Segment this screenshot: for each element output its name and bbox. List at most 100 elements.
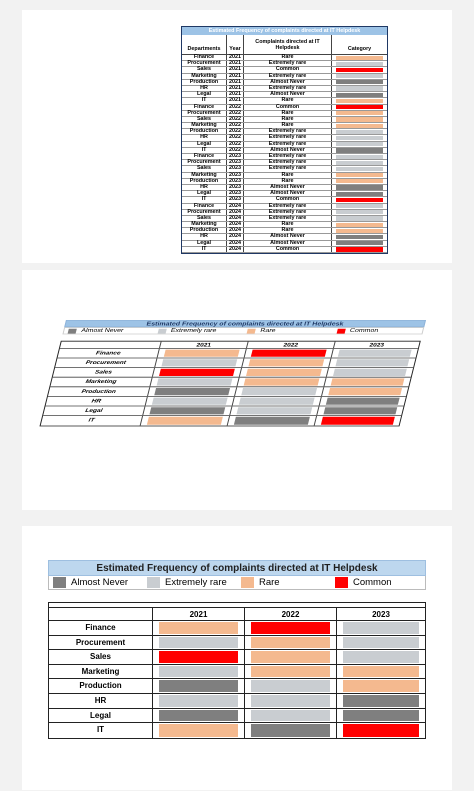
category-swatch (343, 709, 419, 722)
category-swatch (337, 349, 412, 357)
year-cell: 2023 (227, 178, 244, 184)
category-swatch (336, 191, 383, 196)
year-cell: 2024 (227, 209, 244, 215)
legend-label: Common (349, 328, 379, 334)
table-row: Finance 2022 Common (182, 104, 387, 111)
table-row: Finance 2021 Rare (182, 54, 387, 62)
table-row: Finance 2024 Extremely rare (182, 203, 387, 210)
complaint-level-cell: Extremely rare (244, 134, 332, 141)
category-cell (337, 709, 425, 723)
category-cell (332, 247, 387, 252)
long-table: Estimated Frequency of complaints direct… (181, 26, 388, 254)
category-swatch (343, 694, 419, 707)
complaint-level-cell: Extremely rare (244, 85, 332, 92)
dept-cell: Sales (182, 215, 227, 222)
category-cell (239, 368, 330, 377)
header-year: Year (227, 35, 244, 54)
category-swatch (336, 197, 383, 202)
category-swatch (243, 378, 320, 386)
category-swatch (336, 92, 383, 97)
category-cell (332, 80, 387, 85)
legend-swatch (157, 328, 167, 334)
category-cell (237, 377, 327, 387)
dept-cell: Sales (182, 165, 227, 172)
table-row: Legal 2021 Almost Never (182, 91, 387, 99)
category-swatch (149, 407, 226, 415)
complaint-level-cell: Almost Never (244, 91, 332, 98)
header-category: Category (347, 46, 372, 52)
dept-cell: HR (182, 85, 227, 92)
legend-swatch (241, 577, 254, 588)
year-cell: 2024 (227, 240, 244, 246)
legend-label: Extremely rare (170, 328, 218, 334)
category-cell (150, 377, 240, 387)
category-cell (153, 723, 245, 738)
slide-panel-summary-table: Estimated Frequency of complaints direct… (22, 526, 452, 790)
table-row: Marketing 2022 Rare (182, 122, 387, 130)
slide-panel-skewed-table: Estimated Frequency of complaints direct… (22, 270, 452, 510)
category-swatch (159, 680, 238, 692)
complaint-level-cell: Rare (244, 122, 332, 129)
dept-cell: Production (182, 79, 227, 85)
year-header: 2022 (247, 341, 336, 348)
category-cell (153, 708, 245, 723)
year-cell: 2023 (227, 172, 244, 178)
category-cell (337, 665, 425, 679)
complaint-level-cell: Common (244, 196, 332, 203)
dept-label: Production (49, 679, 153, 693)
table-row: IT (40, 416, 401, 426)
table-row: Legal 2022 Extremely rare (182, 141, 387, 148)
category-swatch (159, 694, 238, 707)
category-swatch (336, 241, 383, 246)
legend-item: Rare (243, 328, 334, 334)
dept-cell: IT (182, 147, 227, 153)
dept-label: Marketing (50, 377, 153, 387)
dept-cell: Sales (182, 66, 227, 73)
category-cell (245, 723, 337, 738)
category-swatch (336, 148, 383, 153)
long-table-body: Finance 2021 Rare Procurement 2021 Extremely … (182, 54, 387, 253)
category-cell (153, 664, 245, 679)
complaint-level-cell: Common (244, 104, 332, 110)
category-swatch (323, 407, 398, 415)
table-row: Production (49, 679, 425, 694)
dept-cell: Procurement (182, 110, 227, 116)
year-cell: 2022 (227, 116, 244, 123)
category-cell (332, 55, 387, 60)
summary-title: Estimated Frequency of complaints direct… (48, 560, 426, 576)
year-cell: 2023 (227, 165, 244, 172)
table-row: Sales (49, 650, 425, 665)
dept-label: Sales (52, 368, 156, 377)
legend-label: Common (353, 577, 392, 588)
category-swatch (156, 378, 233, 386)
table-row: HR 2023 Almost Never (182, 184, 387, 192)
category-swatch (336, 105, 383, 110)
table-row: HR 2024 Almost Never (182, 233, 387, 241)
complaint-level-cell: Common (244, 66, 332, 73)
category-cell (153, 635, 245, 650)
category-cell (332, 61, 387, 66)
category-cell (337, 694, 425, 708)
category-swatch (320, 416, 395, 425)
dept-cell: Finance (182, 153, 227, 160)
skewed-grid: 2021 2022 2023 Finance Procurement Sales Mark… (39, 340, 421, 427)
category-swatch (336, 117, 383, 122)
category-swatch (336, 216, 383, 221)
complaint-level-cell: Extremely rare (244, 215, 332, 222)
dept-cell: HR (182, 134, 227, 141)
category-swatch (336, 55, 383, 60)
complaint-level-cell: Extremely rare (244, 203, 332, 209)
category-cell (337, 621, 425, 635)
category-swatch (336, 61, 383, 66)
complaint-level-cell: Extremely rare (244, 73, 332, 79)
table-row: Production 2021 Almost Never (182, 79, 387, 86)
category-cell (332, 204, 387, 209)
category-cell (324, 378, 410, 387)
long-table-title: Estimated Frequency of complaints direct… (182, 27, 387, 35)
table-row: Marketing (49, 664, 425, 680)
category-cell (227, 416, 318, 426)
category-cell (242, 358, 332, 368)
category-swatch (343, 665, 419, 678)
category-swatch (251, 709, 330, 722)
year-cell: 2021 (227, 79, 244, 85)
